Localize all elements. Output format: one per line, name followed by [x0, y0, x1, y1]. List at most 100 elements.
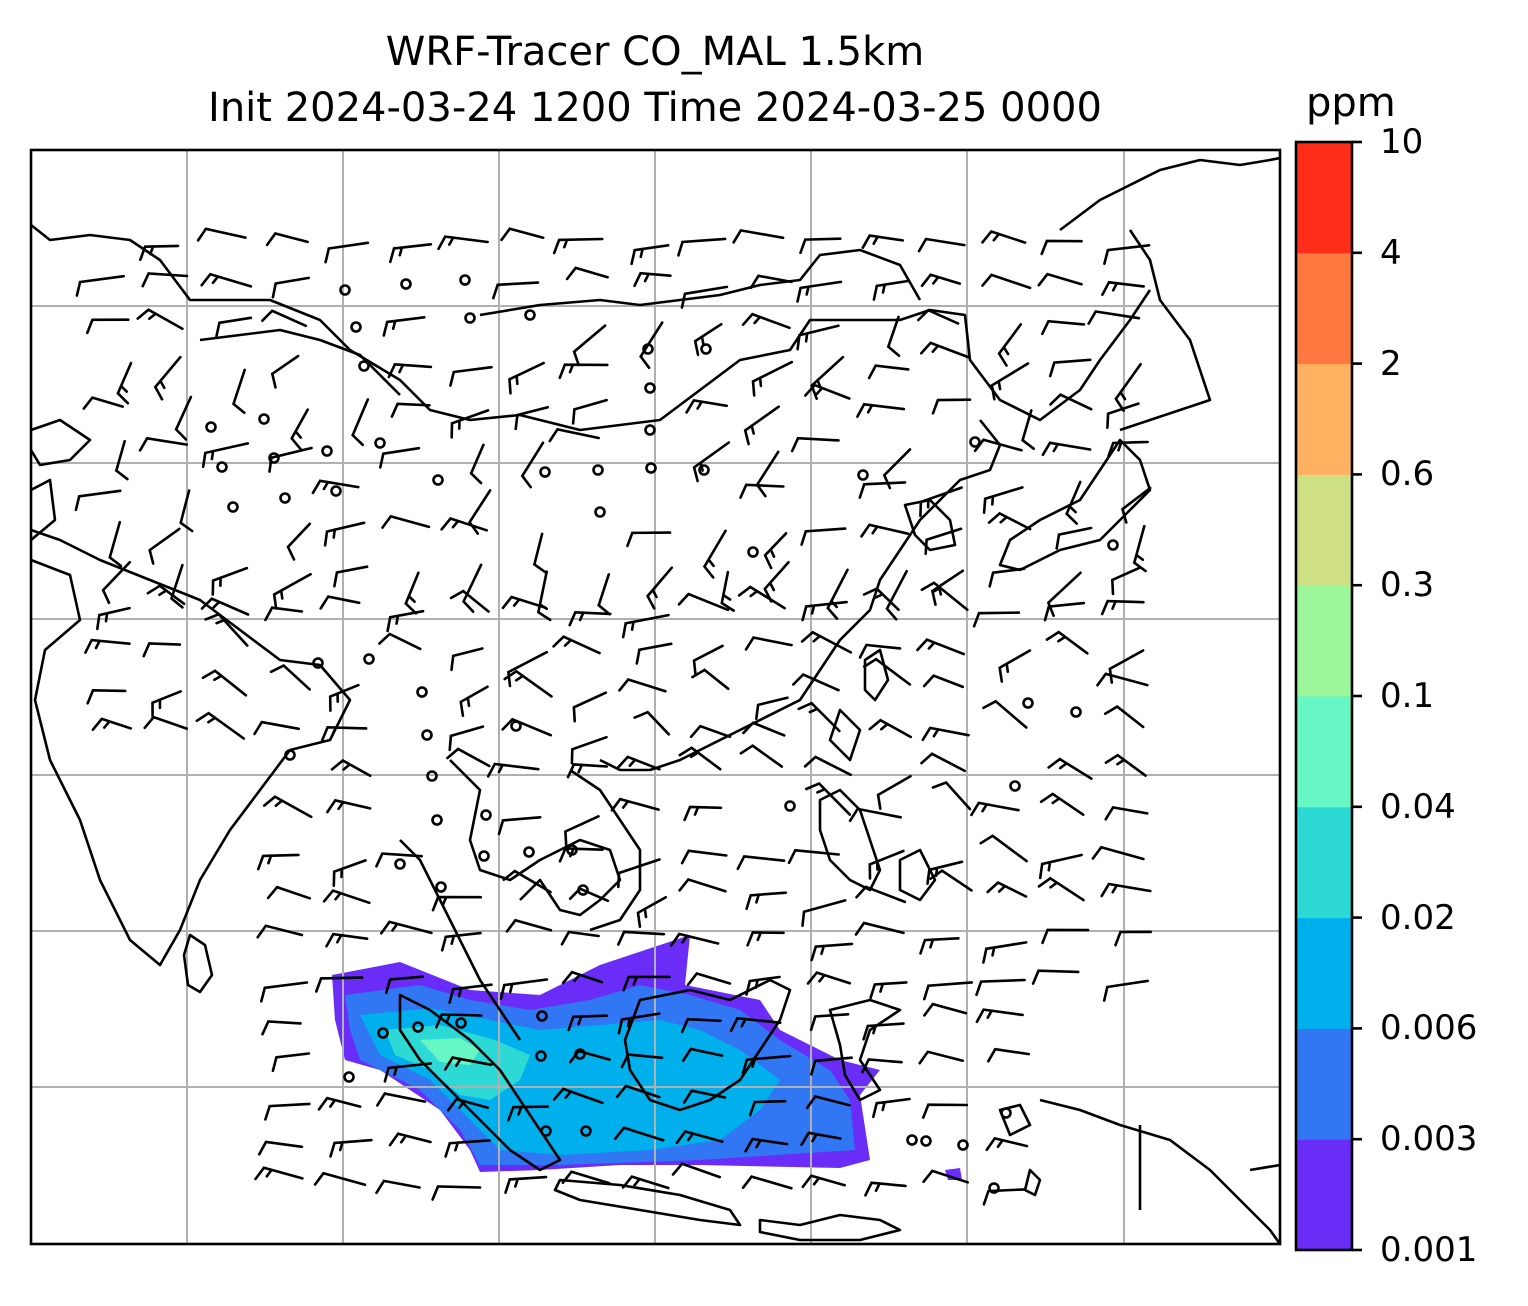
colorbar-band-3: [1296, 806, 1352, 919]
wind-barb: [139, 244, 180, 262]
calm-wind-marker: [577, 884, 589, 896]
wind-barb: [1102, 979, 1150, 1002]
wind-barb: [745, 975, 781, 996]
calm-wind-marker: [394, 858, 406, 870]
wind-barb: [862, 587, 900, 611]
wind-barb: [1100, 599, 1145, 616]
wind-barb: [982, 941, 1028, 964]
calm-wind-marker: [339, 284, 351, 296]
wind-barb: [736, 855, 786, 871]
wind-barb: [501, 717, 553, 737]
wind-barb: [387, 362, 433, 379]
wind-barb: [686, 971, 732, 986]
wind-barb: [449, 365, 493, 387]
calm-wind-marker: [268, 452, 280, 464]
wind-barb: [972, 611, 1021, 628]
wind-barb: [685, 398, 728, 414]
wind-barb: [610, 797, 660, 812]
wind-barb: [682, 1089, 727, 1104]
wind-barb: [929, 869, 973, 892]
calm-wind-marker: [312, 657, 324, 669]
wind-barb: [437, 235, 489, 251]
wind-barb: [200, 597, 250, 616]
wind-barb: [917, 237, 966, 253]
wind-barb: [1132, 524, 1147, 573]
wind-barb: [351, 398, 370, 447]
wind-barb: [256, 924, 304, 939]
wind-barb: [503, 669, 553, 698]
wind-barb: [270, 354, 300, 389]
wind-barb: [633, 710, 671, 736]
calm-wind-marker: [540, 1125, 552, 1137]
wind-barb: [1114, 362, 1142, 412]
wind-barb: [532, 532, 548, 574]
calm-wind-marker: [459, 274, 471, 286]
wind-barb: [500, 227, 545, 242]
calm-wind-marker: [358, 360, 370, 372]
wind-barb: [565, 266, 609, 281]
wind-barb: [389, 243, 433, 264]
wind-barb: [520, 441, 545, 489]
wind-barb: [876, 774, 912, 810]
wind-barb: [257, 853, 300, 871]
wind-barb: [922, 674, 965, 689]
wind-barb: [502, 869, 552, 894]
calm-wind-marker: [205, 421, 217, 433]
wind-barb: [973, 438, 1023, 453]
wind-barb: [796, 280, 843, 303]
wind-barb: [626, 531, 672, 548]
wind-barb: [923, 1002, 968, 1017]
wind-barb: [916, 638, 965, 656]
wind-barb: [618, 677, 667, 693]
wind-barb: [1103, 244, 1151, 265]
wind-barb: [646, 566, 674, 610]
colorbar-tick-label: 0.001: [1380, 1230, 1478, 1270]
wind-barb: [872, 279, 910, 301]
wind-barb: [886, 315, 901, 357]
wind-barb: [755, 450, 780, 498]
wind-barb: [324, 241, 370, 264]
wind-barb: [333, 565, 369, 588]
wind-barb: [751, 360, 794, 397]
wind-barb: [744, 1137, 789, 1153]
wind-barb: [931, 780, 972, 811]
wind-barb: [450, 647, 484, 672]
tracer-plume: [332, 935, 962, 1180]
colorbar-band-4: [1296, 696, 1352, 808]
wind-barb: [801, 1174, 846, 1189]
calm-wind-marker: [920, 1135, 932, 1147]
wind-barb: [981, 229, 1027, 244]
wind-barb: [861, 1058, 903, 1074]
wind-barb: [809, 1013, 850, 1032]
wind-barb: [272, 572, 312, 610]
wind-barb: [271, 1052, 311, 1073]
wind-barb: [311, 479, 360, 495]
wind-barb: [931, 398, 972, 415]
wind-barb: [174, 395, 193, 441]
colorbar-tick-label: 10: [1380, 122, 1424, 162]
calm-wind-marker: [784, 800, 796, 812]
wind-barb: [383, 1062, 432, 1083]
wind-barb: [231, 368, 246, 415]
wind-barb: [854, 921, 905, 936]
wind-barb: [755, 696, 789, 721]
calm-wind-marker: [227, 501, 239, 513]
wind-barb: [1043, 601, 1086, 622]
colorbar-band-0: [1296, 1139, 1352, 1251]
wind-barb: [315, 976, 364, 993]
wind-barb: [792, 673, 840, 692]
colorbar-tick-label: 4: [1380, 232, 1402, 273]
wind-barb: [566, 763, 609, 779]
wind-barb: [742, 721, 786, 737]
calm-wind-marker: [279, 492, 291, 504]
wind-barb: [970, 801, 1020, 817]
wind-barb: [431, 1185, 482, 1201]
wind-barb: [862, 1022, 905, 1041]
wind-barb: [720, 570, 735, 612]
wind-barb: [215, 316, 253, 338]
wind-barb: [922, 1169, 969, 1184]
calm-wind-marker: [321, 445, 333, 457]
wind-barb: [801, 899, 847, 927]
calm-wind-marker: [363, 653, 375, 665]
wind-barb: [507, 1105, 549, 1122]
